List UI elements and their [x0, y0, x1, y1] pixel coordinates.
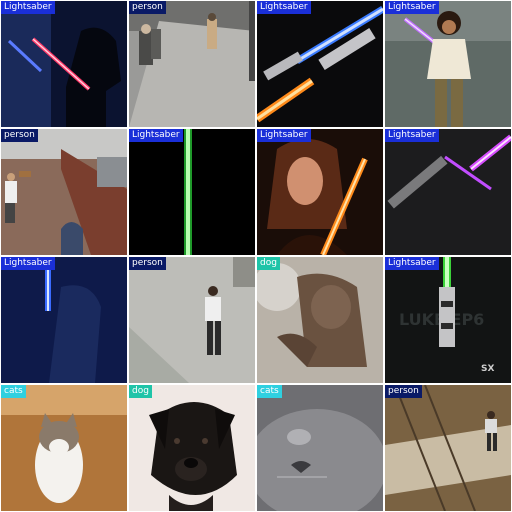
image-tile[interactable]: Lightsaber	[385, 1, 511, 127]
label-badge: dog	[257, 257, 280, 270]
image-tile[interactable]: Lightsaber	[129, 129, 255, 255]
label-badge: cats	[1, 385, 26, 398]
tile-image	[257, 129, 383, 255]
image-tile[interactable]: dog	[129, 385, 255, 511]
label-badge: Lightsaber	[1, 257, 55, 270]
tile-image	[129, 257, 255, 383]
image-tile[interactable]: Lightsaber	[1, 257, 127, 383]
label-badge: person	[129, 1, 166, 14]
svg-text:SX: SX	[481, 364, 494, 374]
image-tile[interactable]: Lightsaber	[257, 1, 383, 127]
image-tile[interactable]: LUKE EP6 SX Lightsaber	[385, 257, 511, 383]
tile-image	[129, 129, 255, 255]
tile-image	[257, 385, 383, 511]
tile-image	[1, 129, 127, 255]
image-tile[interactable]: cats	[257, 385, 383, 511]
label-badge: Lightsaber	[257, 1, 311, 14]
image-tile[interactable]: cats	[1, 385, 127, 511]
image-tile[interactable]: Lightsaber	[385, 129, 511, 255]
image-tile[interactable]: person	[129, 1, 255, 127]
tile-image	[257, 1, 383, 127]
label-badge: Lightsaber	[1, 1, 55, 14]
label-badge: Lightsaber	[257, 129, 311, 142]
label-badge: person	[129, 257, 166, 270]
label-badge: person	[1, 129, 38, 142]
image-tile[interactable]: Lightsaber	[1, 1, 127, 127]
image-tile[interactable]: dog	[257, 257, 383, 383]
label-badge: cats	[257, 385, 282, 398]
image-tile[interactable]: person	[129, 257, 255, 383]
tile-image	[1, 257, 127, 383]
label-badge: dog	[129, 385, 152, 398]
label-badge: person	[385, 385, 422, 398]
tile-image	[385, 129, 511, 255]
label-badge: Lightsaber	[385, 129, 439, 142]
image-tile[interactable]: Lightsaber	[257, 129, 383, 255]
label-badge: Lightsaber	[385, 1, 439, 14]
image-tile[interactable]: person	[1, 129, 127, 255]
tile-image	[129, 1, 255, 127]
tile-image	[385, 385, 511, 511]
tile-image	[1, 1, 127, 127]
image-tile[interactable]: person	[385, 385, 511, 511]
label-badge: Lightsaber	[385, 257, 439, 270]
tile-image	[257, 257, 383, 383]
tile-image: LUKE EP6 SX	[385, 257, 511, 383]
tile-image	[1, 385, 127, 511]
label-badge: Lightsaber	[129, 129, 183, 142]
tile-image	[385, 1, 511, 127]
tile-image	[129, 385, 255, 511]
